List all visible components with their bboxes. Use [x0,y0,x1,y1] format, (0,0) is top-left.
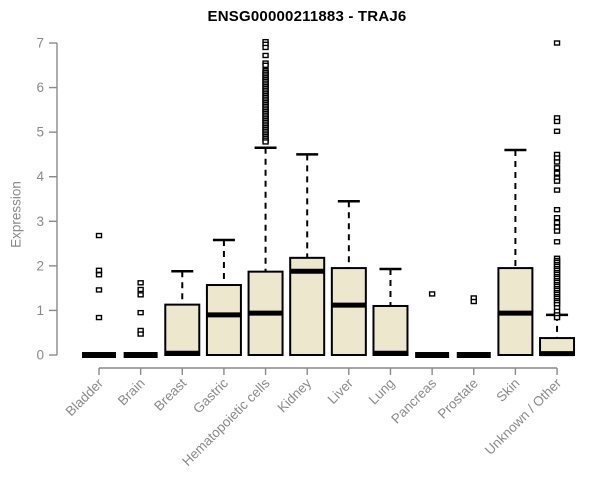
outlier-point [553,170,561,176]
outlier-point [95,232,103,239]
outlier-point [553,159,561,165]
iqr-box [289,256,326,356]
x-tick-label: Lung [366,376,398,408]
outlier-point [553,239,561,245]
iqr-box [164,303,201,356]
x-tick-label: Breast [151,375,189,413]
box-unknown-other [539,40,576,357]
chart-title: ENSG00000211883 - TRAJ6 [207,8,407,25]
box-prostate [456,295,491,358]
y-tick-label: 0 [36,348,44,363]
y-tick-label: 1 [36,303,44,318]
outlier-point [553,228,561,234]
x-tick-label: Gastric [190,375,231,416]
x-tick-label: Prostate [435,376,481,422]
outlier-point [553,40,561,46]
outlier-point [553,215,561,221]
outlier-point [553,165,561,171]
outlier-point [262,139,269,145]
x-tick-label: Unknown / Other [482,375,565,458]
outlier-point [553,314,561,321]
collapsed-box [456,352,491,358]
outlier-point [137,309,144,316]
collapsed-box [82,352,116,358]
outlier-point [553,118,561,125]
x-tick-label: Liver [325,375,357,407]
outlier-point [553,206,561,213]
y-tick-label: 6 [36,80,44,95]
outlier-point [553,219,561,226]
outlier-point [95,272,103,278]
outlier-point [553,128,561,134]
outlier-point [137,292,144,298]
outlier-point [95,287,103,293]
x-tick-label: Kidney [275,375,315,415]
x-tick-label: Bladder [63,375,107,419]
y-tick-label: 5 [36,125,44,140]
box-bladder [82,232,116,358]
x-tick-label: Brain [115,376,148,409]
iqr-box [372,304,409,357]
iqr-box [205,284,242,356]
outlier-point [95,267,103,274]
y-tick-label: 3 [36,214,44,229]
outlier-point [137,331,144,337]
iqr-box [330,267,367,357]
outlier-point [553,178,561,184]
box-kidney [289,153,326,356]
outlier-point [137,286,144,293]
box-skin [497,148,534,357]
x-tick-label: Pancreas [388,375,439,426]
outlier-point [470,298,477,305]
box-brain [123,280,158,358]
collapsed-box [415,352,450,358]
collapsed-box [123,352,158,358]
outlier-point [137,280,144,286]
y-tick-label: 2 [36,258,44,273]
outlier-point [262,44,269,51]
box-liver [330,199,367,357]
y-tick-label: 7 [36,36,44,51]
outlier-point [553,187,561,193]
box-hematopoietic-cells [247,38,284,356]
outlier-point [95,314,103,321]
outlier-point [262,52,269,59]
box-gastric [205,238,242,356]
box-lung [372,267,409,357]
outlier-point [262,62,269,68]
x-tick-label: Skin [493,376,522,405]
y-tick-label: 4 [36,169,44,184]
box-pancreas [415,291,450,358]
outlier-point [428,291,436,297]
box-breast [164,269,201,356]
